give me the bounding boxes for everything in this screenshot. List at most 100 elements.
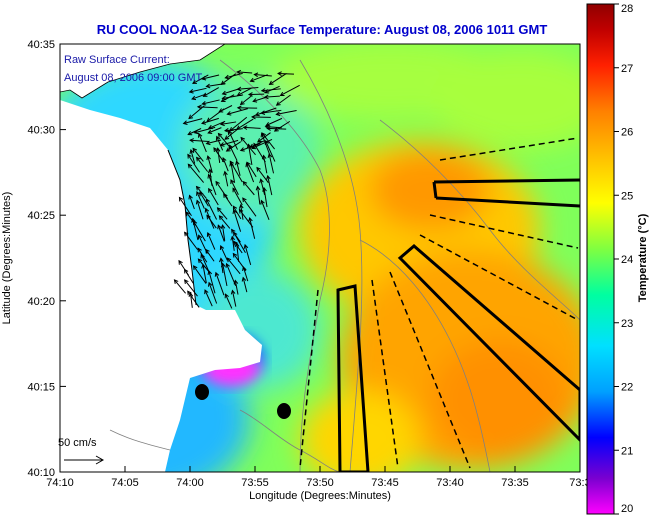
current-arrow (233, 241, 243, 254)
current-arrow-head (242, 125, 248, 130)
colorbar-tick-label: 28 (621, 3, 633, 15)
current-arrow-head (242, 197, 247, 203)
current-arrow-head (225, 147, 231, 152)
current-arrow-head (208, 187, 213, 193)
current-arrow-head (236, 86, 242, 92)
current-arrow (237, 86, 259, 90)
current-arrow (213, 147, 225, 163)
current-arrow-head (187, 153, 192, 159)
current-arrow-head (205, 140, 211, 146)
current-arrow-head (260, 110, 266, 115)
current-arrow (265, 126, 282, 129)
y-axis-ticks: 40:35 40:30 40:25 40:20 40:15 40:10 (27, 39, 66, 479)
current-arrow-head (201, 75, 207, 81)
current-arrow (242, 197, 257, 217)
current-arrow-head (246, 143, 252, 149)
current-arrow (198, 133, 207, 153)
current-arrow (206, 83, 226, 88)
current-arrow (184, 231, 199, 251)
current-arrow-head (220, 262, 226, 268)
current-arrow-head (231, 228, 236, 234)
current-arrow-head (197, 258, 203, 264)
current-arrow (190, 139, 210, 143)
current-arrow (261, 109, 282, 114)
colorbar-ticks: 28 27 26 25 24 23 22 21 20 (614, 3, 633, 515)
current-arrow (200, 254, 211, 274)
colorbar-label: Temperature (°C) (637, 213, 649, 302)
scale-arrow (64, 455, 105, 465)
current-arrow (216, 136, 224, 151)
scale-label: 50 cm/s (58, 437, 97, 449)
current-arrow-head (275, 111, 281, 117)
y-tick-label: 40:20 (27, 296, 55, 308)
current-arrow-head (260, 88, 266, 93)
current-arrow (187, 163, 205, 183)
current-arrow-head (255, 185, 261, 191)
x-tick-label: 73:45 (371, 477, 399, 489)
current-arrow-head (193, 129, 199, 135)
current-arrow-head (205, 198, 211, 204)
current-arrow-head (205, 248, 210, 254)
current-arrow-head (259, 178, 264, 184)
current-arrow-head (178, 259, 183, 265)
current-arrow-head (260, 199, 265, 205)
current-arrow (202, 74, 220, 80)
current-arrow-head (215, 147, 221, 153)
current-arrow-head (229, 126, 234, 132)
current-arrow-head (215, 135, 221, 141)
current-arrow-head (226, 111, 232, 116)
current-arrow-head (197, 247, 202, 253)
current-arrow-head (275, 101, 281, 106)
current-arrow-head (243, 243, 249, 249)
current-arrow (215, 272, 225, 296)
current-arrow-head (201, 263, 206, 269)
current-arrow-head (256, 138, 262, 143)
current-arrow-head (191, 95, 197, 101)
current-arrow (208, 174, 217, 196)
current-arrow (206, 198, 218, 220)
current-arrow (276, 94, 291, 106)
current-arrow-head (232, 252, 238, 258)
current-arrow (236, 243, 240, 262)
current-arrow-head (242, 180, 248, 186)
current-arrow-head (230, 289, 236, 295)
current-arrow-head (195, 185, 201, 191)
current-arrow (253, 96, 268, 102)
current-arrow (217, 148, 221, 164)
current-arrow (196, 157, 209, 172)
current-arrow-head (230, 179, 235, 185)
current-arrow (260, 179, 266, 196)
current-arrow (204, 289, 213, 307)
current-arrow-head (205, 83, 211, 89)
current-arrow-head (197, 132, 203, 138)
current-arrow (231, 290, 237, 307)
current-arrow (247, 144, 253, 165)
current-arrow (202, 99, 220, 105)
current-arrow-head (182, 120, 188, 125)
current-arrow-head (221, 90, 227, 96)
current-arrow-head (213, 147, 218, 152)
x-tick-label: 74:10 (46, 477, 74, 489)
current-arrow (179, 197, 192, 217)
current-arrow (208, 188, 219, 206)
current-arrow-head (195, 199, 201, 205)
current-arrow (220, 139, 239, 146)
current-arrow-head (263, 94, 269, 100)
sst-field (60, 44, 580, 472)
current-arrow (205, 249, 215, 262)
current-arrow-head (191, 217, 196, 223)
current-arrow (196, 191, 205, 209)
current-arrow (232, 187, 243, 206)
current-arrow-head (261, 154, 267, 160)
current-arrow-head (267, 153, 273, 159)
colorbar-tick-label: 23 (621, 318, 633, 330)
current-arrow (193, 220, 206, 242)
current-arrow (230, 179, 239, 196)
current-arrow-head (183, 268, 189, 274)
current-arrow (228, 130, 238, 150)
current-arrow-head (197, 234, 203, 240)
current-arrow-head (238, 208, 244, 214)
current-arrow (220, 121, 237, 125)
current-arrow (254, 73, 272, 77)
current-arrow-head (207, 168, 213, 174)
